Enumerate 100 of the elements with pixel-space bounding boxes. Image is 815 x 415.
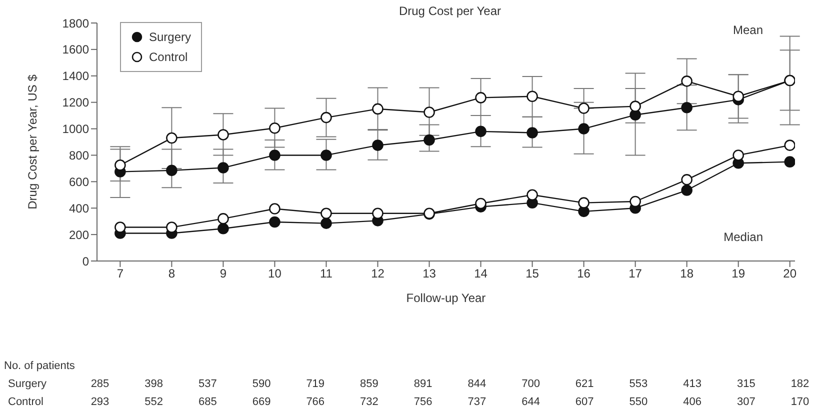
text: 766 — [305, 396, 326, 408]
point — [269, 122, 280, 134]
point — [320, 218, 332, 229]
point — [372, 140, 384, 151]
y-tick-label: 1800 — [62, 16, 90, 30]
x-tick-label: 12 — [371, 266, 385, 281]
chart-title: Drug Cost per Year — [398, 4, 502, 18]
point — [732, 150, 744, 161]
point — [218, 162, 229, 174]
y-tick-label: 1400 — [62, 69, 90, 84]
point — [681, 102, 692, 114]
point — [784, 156, 795, 168]
x-tick-label: 19 — [732, 266, 746, 281]
text: No. of patients — [4, 360, 75, 372]
text: Control — [8, 396, 44, 408]
point — [114, 222, 126, 233]
text: 550 — [628, 396, 649, 408]
legend-label: Surgery — [149, 29, 192, 46]
point — [424, 134, 435, 146]
point — [269, 203, 280, 214]
x-tick-label: 11 — [320, 266, 333, 281]
text: 719 — [305, 378, 326, 390]
y-tick-label: 600 — [68, 174, 90, 189]
point — [784, 140, 795, 151]
text: 315 — [736, 378, 756, 390]
point — [475, 198, 486, 210]
point — [681, 184, 692, 196]
x-tick-label: 10 — [268, 266, 282, 281]
point — [218, 129, 229, 140]
x-tick-label: 17 — [628, 266, 642, 281]
y-tick-label: 800 — [68, 148, 90, 162]
point — [526, 189, 538, 201]
annotation: Median — [724, 230, 763, 244]
point — [166, 132, 178, 144]
text: 552 — [144, 396, 164, 408]
text: 413 — [682, 378, 702, 390]
point — [578, 197, 590, 208]
point — [166, 222, 178, 233]
point — [526, 90, 538, 102]
point — [424, 106, 435, 118]
point — [218, 222, 229, 234]
text: 406 — [682, 396, 702, 408]
x-tick-label: 8 — [168, 266, 176, 281]
text: 700 — [520, 378, 541, 390]
text: Surgery — [8, 378, 47, 390]
y-axis-title: Drug Cost per Year, US $ — [25, 74, 40, 210]
y-tick-label: 1200 — [62, 96, 90, 110]
point — [320, 112, 332, 124]
point — [114, 159, 126, 171]
y-tick-label: 0 — [82, 254, 90, 268]
text: 285 — [90, 378, 110, 390]
x-tick-label: 20 — [783, 266, 797, 281]
text: 669 — [251, 396, 272, 408]
text: 859 — [359, 378, 380, 390]
text: 182 — [790, 378, 810, 390]
legend-label: Control — [149, 49, 188, 66]
point — [578, 102, 590, 114]
y-tick-label: 1600 — [62, 42, 90, 57]
text: 644 — [520, 396, 541, 408]
point — [372, 208, 384, 220]
text: 891 — [412, 378, 434, 390]
x-tick-label: 18 — [680, 266, 694, 281]
text: 170 — [790, 396, 810, 408]
text: 844 — [466, 378, 488, 390]
text: 307 — [736, 396, 756, 408]
point — [320, 208, 332, 220]
text: 732 — [359, 396, 380, 408]
text: 537 — [198, 378, 218, 390]
point — [526, 127, 538, 138]
y-tick-label: 400 — [68, 201, 90, 216]
point — [320, 150, 332, 161]
point — [166, 164, 178, 176]
x-tick-label: 13 — [422, 266, 436, 281]
point — [578, 123, 590, 134]
text: 553 — [628, 378, 649, 390]
y-tick-label: 1000 — [62, 122, 90, 136]
point — [681, 76, 692, 87]
point — [269, 150, 280, 161]
point — [218, 213, 229, 224]
text: 737 — [466, 396, 488, 408]
point — [681, 174, 692, 186]
point — [269, 216, 280, 228]
point — [475, 126, 486, 138]
text: 293 — [90, 396, 110, 408]
annotation: Mean — [732, 23, 763, 37]
x-tick-label: 16 — [577, 266, 591, 281]
x-tick-label: 14 — [474, 266, 488, 281]
text: 590 — [251, 378, 272, 390]
text: 756 — [412, 396, 434, 408]
x-tick-label: 7 — [116, 266, 124, 281]
x-tick-label: 15 — [526, 266, 540, 281]
y-tick-label: 200 — [68, 228, 90, 242]
point — [732, 90, 744, 102]
x-axis-title: Follow-up Year — [406, 291, 486, 305]
point — [372, 103, 384, 115]
point — [475, 92, 486, 104]
point — [630, 196, 641, 208]
text: 621 — [574, 378, 595, 390]
text: 607 — [574, 396, 595, 408]
text: 398 — [144, 378, 164, 390]
